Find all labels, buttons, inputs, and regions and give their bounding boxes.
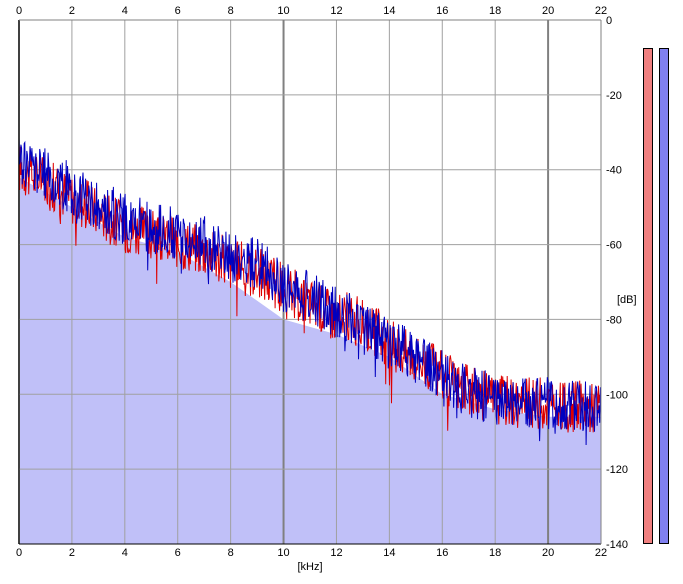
y-tick-label: -100 <box>606 389 628 401</box>
x-tick-label-top: 14 <box>383 5 395 17</box>
spectrum-floor-area <box>19 177 601 544</box>
x-tick-label-top: 10 <box>277 5 289 17</box>
series-lines <box>18 137 602 446</box>
x-tick-label-bottom: 16 <box>436 547 448 559</box>
level-meter-left <box>643 48 653 544</box>
x-tick-label-bottom: 8 <box>228 547 234 559</box>
x-tick-label-bottom: 18 <box>489 547 501 559</box>
y-tick-label: -20 <box>606 90 622 102</box>
x-tick-label-bottom: 2 <box>69 547 75 559</box>
spectrum-fill <box>19 177 601 544</box>
y-tick-label: -80 <box>606 314 622 326</box>
axes <box>18 19 602 545</box>
x-tick-label-bottom: 12 <box>330 547 342 559</box>
x-tick-label-top: 2 <box>69 5 75 17</box>
x-tick-label-bottom: 4 <box>122 547 128 559</box>
level-meter-right <box>659 48 669 544</box>
y-tick-label: 0 <box>606 15 612 27</box>
x-tick-label-bottom: 6 <box>175 547 181 559</box>
series-left-channel <box>18 146 602 433</box>
x-tick-label-bottom: 14 <box>383 547 395 559</box>
y-axis-label: [dB] <box>617 294 637 306</box>
x-tick-label-top: 4 <box>122 5 128 17</box>
x-tick-label-bottom: 0 <box>16 547 22 559</box>
x-tick-label-top: 0 <box>16 5 22 17</box>
y-tick-label: -120 <box>606 464 628 476</box>
y-tick-label: -60 <box>606 240 622 252</box>
x-tick-label-top: 16 <box>436 5 448 17</box>
x-tick-label-top: 8 <box>228 5 234 17</box>
x-tick-label-bottom: 10 <box>277 547 289 559</box>
x-tick-label-top: 20 <box>542 5 554 17</box>
x-tick-label-top: 22 <box>595 5 607 17</box>
x-tick-label-top: 6 <box>175 5 181 17</box>
series-right-channel <box>18 137 602 446</box>
y-tick-label: -40 <box>606 165 622 177</box>
x-tick-label-top: 18 <box>489 5 501 17</box>
x-tick-label-top: 12 <box>330 5 342 17</box>
x-tick-label-bottom: 20 <box>542 547 554 559</box>
x-tick-label-bottom: 22 <box>595 547 607 559</box>
x-axis-label: [kHz] <box>297 561 322 573</box>
y-tick-label: -140 <box>606 539 628 551</box>
tick-labels: 002244668810101212141416161818202022220-… <box>16 5 628 559</box>
